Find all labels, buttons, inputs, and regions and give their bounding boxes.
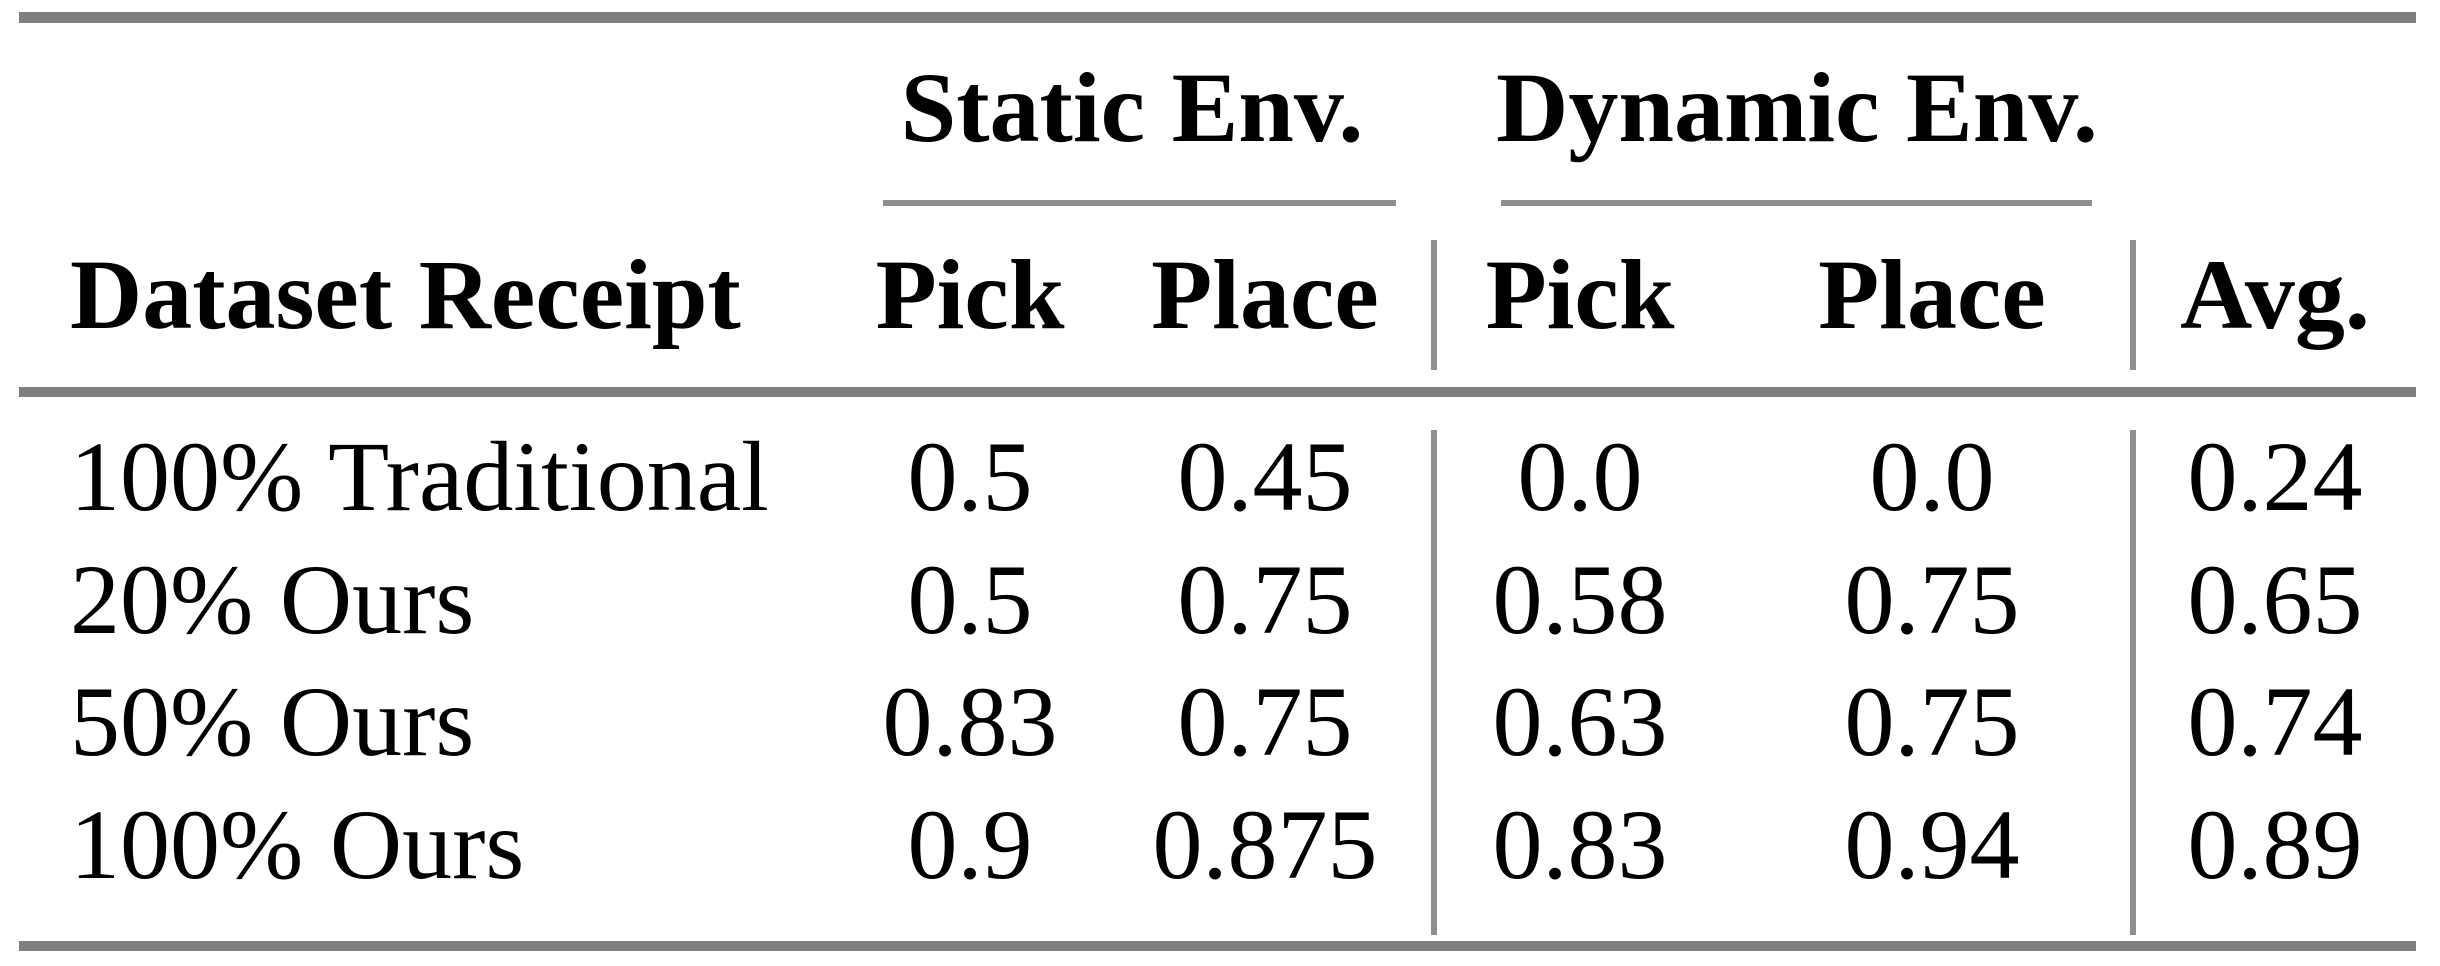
cell-static-pick: 0.5 — [907, 544, 1033, 655]
cell-dynamic-place: 0.0 — [1869, 421, 1995, 532]
group-header-static-env: Static Env. — [900, 52, 1364, 163]
cell-static-place: 0.75 — [1177, 666, 1353, 777]
top-rule — [19, 12, 2416, 23]
column-header-static-pick: Pick — [875, 239, 1065, 350]
cell-static-place: 0.75 — [1177, 544, 1353, 655]
cell-dynamic-pick: 0.58 — [1492, 544, 1668, 655]
vertical-rule-2-body-segment — [2130, 430, 2136, 935]
cell-static-place: 0.875 — [1152, 789, 1378, 900]
cell-dynamic-place: 0.75 — [1844, 666, 2020, 777]
cell-dynamic-place: 0.75 — [1844, 544, 2020, 655]
cell-static-pick: 0.5 — [907, 421, 1033, 532]
vertical-rule-2-header-segment — [2130, 240, 2136, 370]
row-label: 100% Traditional — [70, 421, 769, 532]
cell-dynamic-pick: 0.63 — [1492, 666, 1668, 777]
cmidrule-static-env — [883, 200, 1396, 206]
cell-static-pick: 0.9 — [907, 789, 1033, 900]
column-header-static-place: Place — [1151, 239, 1379, 350]
vertical-rule-1-header-segment — [1431, 240, 1437, 370]
cell-static-place: 0.45 — [1177, 421, 1353, 532]
cell-avg: 0.74 — [2187, 666, 2363, 777]
column-header-dataset-receipt: Dataset Receipt — [70, 239, 741, 350]
cell-dynamic-pick: 0.0 — [1517, 421, 1643, 532]
cell-dynamic-pick: 0.83 — [1492, 789, 1668, 900]
cell-dynamic-place: 0.94 — [1844, 789, 2020, 900]
row-label: 20% Ours — [70, 544, 475, 655]
group-header-dynamic-env: Dynamic Env. — [1496, 52, 2098, 163]
cell-avg: 0.24 — [2187, 421, 2363, 532]
column-header-dynamic-place: Place — [1818, 239, 2046, 350]
column-header-avg: Avg. — [2180, 239, 2370, 350]
cell-avg: 0.65 — [2187, 544, 2363, 655]
cmidrule-dynamic-env — [1501, 200, 2092, 206]
cell-static-pick: 0.83 — [882, 666, 1058, 777]
row-label: 100% Ours — [70, 789, 525, 900]
vertical-rule-1-body-segment — [1431, 430, 1437, 935]
bottom-rule — [19, 941, 2416, 951]
header-separator-rule — [19, 387, 2416, 397]
cell-avg: 0.89 — [2187, 789, 2363, 900]
column-header-dynamic-pick: Pick — [1485, 239, 1675, 350]
row-label: 50% Ours — [70, 666, 475, 777]
